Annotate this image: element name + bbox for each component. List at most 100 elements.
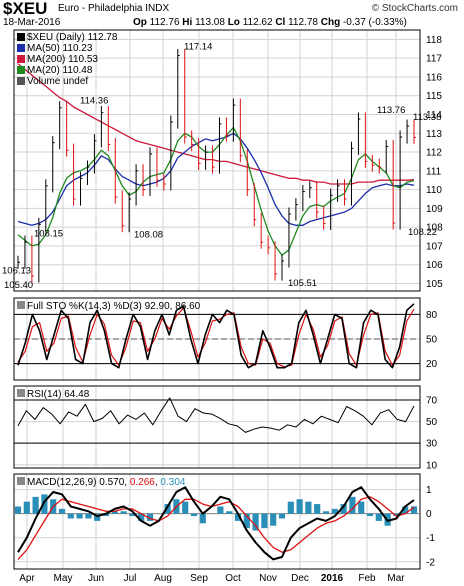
legend-ma200-swatch [17,55,25,63]
y-tick-label: 1 [426,485,432,496]
macd-line [17,486,415,561]
legend-price: $XEU (Daily) 112.78 [27,32,118,43]
macd-histogram-bar [393,513,400,517]
macd-histogram-bar [190,513,198,517]
macd-signal-line [17,496,415,560]
rsi-legend: RSI(14) 64.48 [27,389,90,400]
macd-histogram-bar [270,513,277,526]
price-annotation: 108.22 [408,227,437,238]
macd-histogram-bar [182,501,189,514]
macd-histogram-bar [305,501,312,514]
macd-histogram-bar [340,504,347,514]
stoch-legend-swatch [17,301,25,309]
macd-histogram-bar [138,513,145,521]
x-tick-label: Nov [259,573,277,584]
macd-histogram-bar [287,501,294,514]
stoch-legend: Full STO %K(14,3) %D(3) 92.90, 86.60 [27,301,201,312]
macd-histogram-bar [76,513,83,519]
legend-ma50: MA(50) 110.23 [27,43,93,54]
macd-histogram-bar [349,496,356,514]
macd-histogram-bar [129,513,136,517]
macd-histogram-bar [278,513,286,519]
x-tick-label: Aug [154,573,172,584]
macd-histogram-bar [111,511,118,514]
macd-histogram-bar [366,513,374,517]
legend-volume-swatch [17,77,25,85]
price-annotation: 113.38 [413,112,441,123]
price-annotation: 113.76 [377,105,405,116]
pane-frame [13,473,421,570]
brand-watermark[interactable]: © StockCharts.com [371,3,458,14]
legend-ma50-swatch [17,44,25,52]
stoch-k-line [17,303,415,369]
macd-histogram-bar [314,504,321,514]
ma200-line [17,63,415,185]
macd-histogram-bar [243,513,250,529]
macd-histogram-bar [58,508,66,514]
price-annotation: 114.36 [80,96,108,107]
price-annotation: 117.14 [184,42,212,53]
macd-histogram-bar [261,513,268,529]
legend-price-swatch [17,33,25,41]
macd-histogram-bar [120,511,127,514]
x-tick-label: Dec [291,573,309,584]
legend-ma20: MA(20) 110.48 [27,65,93,76]
macd-histogram-bar [331,508,338,514]
y-tick-label: 115 [426,91,442,102]
quote-date: 18-Mar-2016 [3,17,61,28]
macd-histogram-bar [226,511,233,514]
macd-histogram-bar [41,494,48,514]
legend-volume: Volume undef [27,76,88,87]
y-tick-label: 117 [426,54,442,65]
y-tick-label: 105 [426,279,443,290]
y-tick-label: 0 [426,509,432,520]
macd-histogram-bar [234,513,242,521]
y-tick-label: 112 [426,148,442,159]
macd-histogram-bar [358,501,365,514]
y-tick-label: 111 [426,166,442,177]
macd-histogram-bar [322,511,330,514]
y-tick-label: 50 [426,335,438,346]
macd-histogram-bar [102,513,110,517]
y-tick-label: 80 [426,310,438,321]
macd-histogram-bar [402,506,409,514]
y-tick-label: 10 [426,460,438,471]
price-annotation: 105.40 [4,280,33,291]
stoch-d-line [17,307,415,368]
macd-legend-swatch [17,477,25,485]
y-tick-label: 110 [426,185,442,196]
y-tick-label: 116 [426,72,442,83]
y-tick-label: 114 [426,110,442,121]
x-tick-label: Feb [358,573,376,584]
macd-histogram-bar [199,513,206,524]
x-tick-label: Oct [225,573,241,584]
price-annotation: 106.13 [2,265,31,276]
macd-histogram-bar [296,499,303,514]
ma50-line [17,132,415,226]
price-annotation: 108.08 [134,230,163,241]
y-tick-label: 118 [426,35,442,46]
macd-histogram-bar [32,496,39,514]
symbol-title: $XEU [3,0,48,18]
y-tick-label: 108 [426,223,443,234]
y-tick-label: -1 [426,533,435,544]
y-tick-label: -2 [426,557,435,568]
macd-histogram-bar [14,506,22,514]
legend-ma20-swatch [17,66,25,74]
macd-histogram-bar [217,506,224,514]
macd-histogram-bar [67,513,74,519]
x-tick-label: May [54,573,73,584]
macd-histogram-bar [23,501,30,514]
y-tick-label: 107 [426,241,443,252]
legend-ma200: MA(200) 110.53 [27,54,98,65]
price-annotation: 108.15 [34,228,63,239]
pane-frame [13,29,421,292]
x-tick-label: Mar [387,573,405,584]
ohlc-summary: Op 112.76 Hi 113.08 Lo 112.62 Cl 112.78 … [133,17,407,28]
macd-histogram-bar [94,513,101,521]
pane-frame [13,385,421,469]
price-annotation: 105.51 [288,278,317,289]
macd-legend: MACD(12,26,9) 0.570, 0.266, 0.304 [27,477,186,488]
x-tick-label: 2016 [321,573,344,584]
